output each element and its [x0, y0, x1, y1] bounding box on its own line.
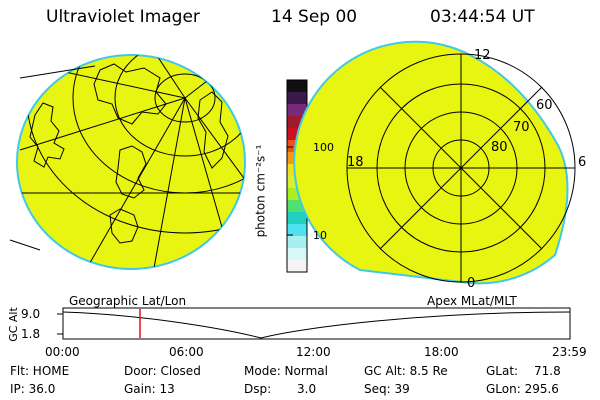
colorbar-segment: [287, 212, 307, 225]
mlt-label-12: 12: [474, 48, 491, 63]
geographic-map: [9, 54, 246, 270]
magnetic-map: [293, 40, 576, 285]
colorbar-segment: [287, 248, 307, 261]
magnetic-caption: Apex MLat/MLT: [427, 294, 517, 308]
lat-label-80: 80: [491, 140, 508, 155]
colorbar-segment: [287, 104, 307, 117]
alt-ytick-9: 9.0: [21, 307, 41, 321]
alt-xtick-1200: 12:00: [296, 345, 331, 359]
magnetic-grid: [346, 53, 576, 283]
gc-alt-status: GC Alt: 8.5 Re: [364, 364, 448, 378]
instrument-title: Ultraviolet Imager: [46, 7, 200, 27]
door-status: Door: Closed: [124, 364, 201, 378]
glat-value: 71.8: [534, 364, 561, 378]
dsp-value: 3.0: [297, 382, 317, 396]
magnetic-coverage: [293, 40, 569, 285]
filter-status: Flt: HOME: [10, 364, 70, 378]
altitude-plot: [57, 307, 571, 340]
colorbar-unit-label: photon cm⁻²s⁻¹: [253, 144, 268, 238]
colorbar-segment: [287, 80, 307, 93]
colorbar-tick-100: 100: [313, 141, 334, 154]
dsp-label: Dsp:: [244, 382, 272, 396]
colorbar-segment: [287, 224, 307, 237]
alt-xtick-2359: 23:59: [552, 345, 587, 359]
geographic-caption: Geographic Lat/Lon: [69, 294, 187, 308]
image-date: 14 Sep 00: [271, 7, 358, 27]
mlt-label-6: 6: [578, 155, 587, 170]
mlt-label-0: 0: [467, 276, 476, 291]
mode-status: Mode: Normal: [244, 364, 328, 378]
mlt-label-18: 18: [347, 155, 364, 170]
alt-ytick-1-8: 1.8: [21, 327, 41, 341]
gain-status: Gain: 13: [124, 382, 175, 396]
glat-label: GLat:: [486, 364, 519, 378]
geographic-disk: [16, 54, 246, 270]
colorbar-segment: [287, 236, 307, 249]
colorbar-segment: [287, 92, 307, 105]
alt-ylabel: GC Alt: [6, 307, 20, 342]
lat-label-70: 70: [513, 120, 530, 135]
alt-xtick-0000: 00:00: [45, 345, 80, 359]
colorbar-tick-10: 10: [313, 229, 327, 242]
ip-status: IP: 36.0: [10, 382, 56, 396]
alt-xtick-0600: 06:00: [169, 345, 204, 359]
image-time: 03:44:54 UT: [430, 7, 535, 27]
alt-xtick-1800: 18:00: [424, 345, 459, 359]
glon-status: GLon: 295.6: [486, 382, 559, 396]
seq-status: Seq: 39: [364, 382, 410, 396]
colorbar-segment: [287, 260, 307, 273]
lat-label-60: 60: [536, 98, 553, 113]
